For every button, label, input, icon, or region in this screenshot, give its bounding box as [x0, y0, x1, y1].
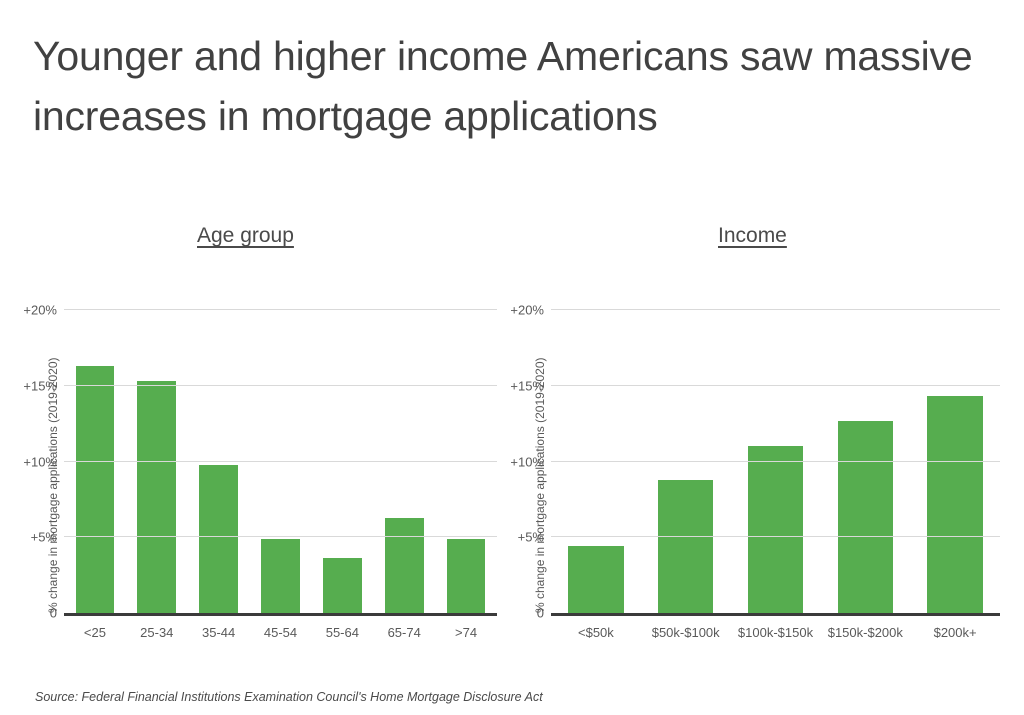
y-axis-tick-label: +10% — [23, 454, 57, 469]
gridline — [64, 309, 497, 310]
x-axis-labels-income: <$50k $50k-$100k $100k-$150k $150k-$200k $20… — [551, 625, 1000, 645]
y-axis-tick-label: 0 — [536, 605, 544, 621]
bar — [137, 381, 177, 613]
y-axis-tick-label: +15% — [23, 378, 57, 394]
bar — [75, 366, 115, 613]
y-axis-title-age-group: % change in mortgage applications (2019-… — [46, 357, 60, 614]
page-title: Younger and higher income Americans saw … — [33, 33, 984, 139]
y-axis-tick-label: +20% — [510, 302, 544, 318]
gridline — [551, 460, 1000, 462]
plot-area-age-group: <25 25-34 35-44 45-54 55-64 65-74 >74 0 +5% +10%… — [23, 303, 497, 640]
bar — [323, 558, 362, 613]
x-axis-tick-label: $150k-$200k — [827, 625, 903, 640]
bar — [837, 420, 893, 613]
y-axis-tick-label: +10% — [510, 454, 544, 469]
x-axis-labels-age-group: <25 25-34 35-44 45-54 55-64 65-74 >74 — [64, 625, 497, 645]
plot-area-income: <$50k $50k-$100k $100k-$150k $150k-$200k $20… — [510, 303, 1000, 640]
x-axis-tick-label: 25-34 — [140, 625, 174, 640]
bar — [747, 446, 804, 613]
gridline — [551, 384, 1000, 386]
x-axis-tick-label: 45-54 — [263, 625, 298, 640]
bar — [927, 396, 983, 613]
y-axis-tick-label: 0 — [49, 605, 57, 621]
chart-panel-age-group: Age group — [197, 224, 294, 247]
panel-heading-age-group: Age group — [197, 224, 294, 247]
source-note: Source: Federal Financial Institutions E… — [35, 690, 543, 704]
panel-heading-income: Income — [718, 224, 787, 247]
x-axis-tick-label: 65-74 — [387, 625, 421, 640]
y-axis-tick-label: +15% — [510, 378, 544, 394]
bar — [384, 517, 424, 613]
x-axis-tick-label: $100k-$150k — [737, 625, 814, 640]
x-axis-tick-label: >74 — [455, 625, 478, 640]
gridline — [551, 536, 1000, 538]
chart-panel-income: Income — [512, 0, 1024, 715]
y-axis-tick-label: +5% — [30, 529, 57, 545]
bar-group-age-group — [64, 310, 497, 613]
bar — [446, 538, 486, 613]
y-axis-tick-label: +20% — [23, 302, 57, 318]
gridline — [64, 536, 497, 538]
x-axis-tick-label: <$50k — [577, 625, 614, 640]
gridline — [551, 309, 1000, 310]
gridline — [64, 460, 497, 462]
x-axis-tick-label: 35-44 — [202, 625, 236, 640]
bar-group-income — [551, 310, 1000, 613]
y-axis-title-income: % change in mortgage applications (2019-… — [533, 357, 547, 614]
gridline — [64, 384, 497, 386]
bar — [261, 538, 300, 613]
x-axis-tick-label: <25 — [83, 625, 106, 640]
x-axis-baseline-income — [551, 613, 1000, 616]
x-axis-tick-label: $200k+ — [933, 625, 977, 640]
y-axis-tick-label: +5% — [517, 529, 544, 545]
bar — [568, 546, 624, 613]
x-axis-tick-label: $50k-$100k — [651, 625, 720, 640]
bar — [658, 479, 714, 613]
x-axis-tick-label: 55-64 — [325, 625, 359, 640]
x-axis-baseline-age-group — [64, 613, 497, 616]
bar — [199, 464, 238, 613]
